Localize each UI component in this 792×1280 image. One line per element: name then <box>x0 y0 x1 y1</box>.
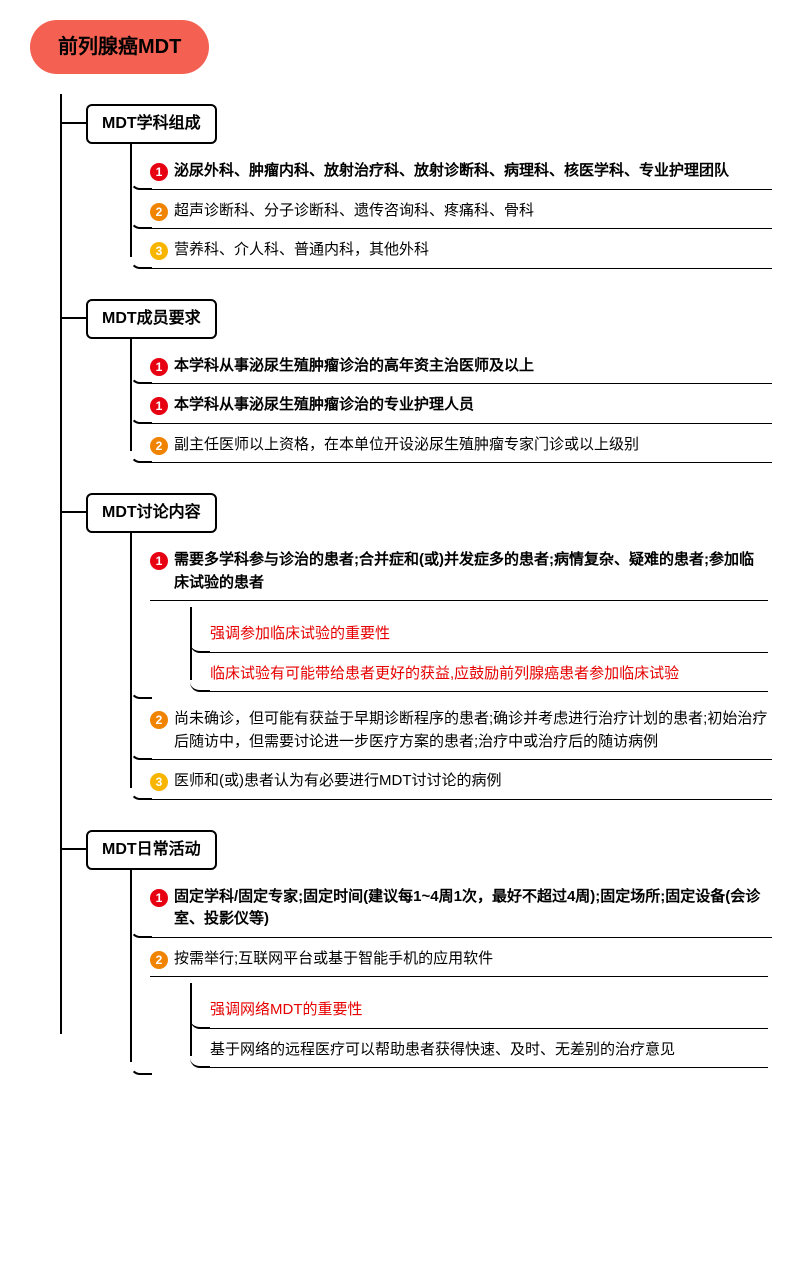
list-item: 2 按需举行;互联网平台或基于智能手机的应用软件 强调网络MDT的重要性 基于网… <box>150 942 772 1075</box>
item-text: 需要多学科参与诊治的患者;合并症和(或)并发症多的患者;病情复杂、疑难的患者;参… <box>174 549 768 594</box>
list-item: 1 本学科从事泌尿生殖肿瘤诊治的高年资主治医师及以上 <box>150 349 772 385</box>
sub-item: 临床试验有可能带给患者更好的获益,应鼓励前列腺癌患者参加临床试验 <box>210 657 768 693</box>
badge-1: 1 <box>150 163 168 181</box>
subtree: 1 泌尿外科、肿瘤内科、放射治疗科、放射诊断科、病理科、核医学科、专业护理团队 … <box>130 154 772 269</box>
item-text: 副主任医师以上资格，在本单位开设泌尿生殖肿瘤专家门诊或以上级别 <box>174 434 768 457</box>
item-text: 泌尿外科、肿瘤内科、放射治疗科、放射诊断科、病理科、核医学科、专业护理团队 <box>174 160 768 183</box>
branch-activities: MDT日常活动 1 固定学科/固定专家;固定时间(建议每1~4周1次，最好不超过… <box>80 830 772 1075</box>
sub-item: 基于网络的远程医疗可以帮助患者获得快速、及时、无差别的治疗意见 <box>210 1033 768 1069</box>
sub-item-text: 强调参加临床试验的重要性 <box>210 625 390 642</box>
badge-3: 3 <box>150 773 168 791</box>
item-text: 本学科从事泌尿生殖肿瘤诊治的专业护理人员 <box>174 394 768 417</box>
branch-discussion: MDT讨论内容 1 需要多学科参与诊治的患者;合并症和(或)并发症多的患者;病情… <box>80 493 772 800</box>
sub-item-text: 基于网络的远程医疗可以帮助患者获得快速、及时、无差别的治疗意见 <box>210 1041 675 1058</box>
item-text: 固定学科/固定专家;固定时间(建议每1~4周1次，最好不超过4周);固定场所;固… <box>174 886 768 931</box>
root-node: 前列腺癌MDT <box>30 20 209 74</box>
badge-3: 3 <box>150 242 168 260</box>
list-item: 2 副主任医师以上资格，在本单位开设泌尿生殖肿瘤专家门诊或以上级别 <box>150 428 772 464</box>
badge-2: 2 <box>150 951 168 969</box>
subtree: 1 固定学科/固定专家;固定时间(建议每1~4周1次，最好不超过4周);固定场所… <box>130 880 772 1075</box>
badge-1: 1 <box>150 889 168 907</box>
sub-item: 强调网络MDT的重要性 <box>210 993 768 1029</box>
sub-item-text: 临床试验有可能带给患者更好的获益,应鼓励前列腺癌患者参加临床试验 <box>210 665 679 682</box>
badge-1: 1 <box>150 358 168 376</box>
branch-title: MDT日常活动 <box>86 830 217 870</box>
badge-2: 2 <box>150 437 168 455</box>
badge-2: 2 <box>150 711 168 729</box>
badge-1: 1 <box>150 552 168 570</box>
list-item: 1 泌尿外科、肿瘤内科、放射治疗科、放射诊断科、病理科、核医学科、专业护理团队 <box>150 154 772 190</box>
branch-members: MDT成员要求 1 本学科从事泌尿生殖肿瘤诊治的高年资主治医师及以上 1 本学科… <box>80 299 772 464</box>
tree: MDT学科组成 1 泌尿外科、肿瘤内科、放射治疗科、放射诊断科、病理科、核医学科… <box>60 104 772 1074</box>
subtree: 1 本学科从事泌尿生殖肿瘤诊治的高年资主治医师及以上 1 本学科从事泌尿生殖肿瘤… <box>130 349 772 464</box>
sub-subtree: 强调网络MDT的重要性 基于网络的远程医疗可以帮助患者获得快速、及时、无差别的治… <box>190 989 768 1068</box>
branch-composition: MDT学科组成 1 泌尿外科、肿瘤内科、放射治疗科、放射诊断科、病理科、核医学科… <box>80 104 772 269</box>
sub-subtree: 强调参加临床试验的重要性 临床试验有可能带给患者更好的获益,应鼓励前列腺癌患者参… <box>190 613 768 692</box>
subtree: 1 需要多学科参与诊治的患者;合并症和(或)并发症多的患者;病情复杂、疑难的患者… <box>130 543 772 800</box>
branch-title: MDT学科组成 <box>86 104 217 144</box>
item-text: 医师和(或)患者认为有必要进行MDT讨讨论的病例 <box>174 770 768 793</box>
item-text: 按需举行;互联网平台或基于智能手机的应用软件 <box>174 948 768 971</box>
sub-item-text: 强调网络MDT的重要性 <box>210 1001 363 1018</box>
list-item: 1 本学科从事泌尿生殖肿瘤诊治的专业护理人员 <box>150 388 772 424</box>
branch-title: MDT讨论内容 <box>86 493 217 533</box>
item-text: 营养科、介人科、普通内科，其他外科 <box>174 239 768 262</box>
branch-title: MDT成员要求 <box>86 299 217 339</box>
list-item: 2 尚未确诊，但可能有获益于早期诊断程序的患者;确诊并考虑进行治疗计划的患者;初… <box>150 702 772 760</box>
badge-1: 1 <box>150 397 168 415</box>
list-item: 1 固定学科/固定专家;固定时间(建议每1~4周1次，最好不超过4周);固定场所… <box>150 880 772 938</box>
sub-item: 强调参加临床试验的重要性 <box>210 617 768 653</box>
item-text: 本学科从事泌尿生殖肿瘤诊治的高年资主治医师及以上 <box>174 355 768 378</box>
list-item: 3 营养科、介人科、普通内科，其他外科 <box>150 233 772 269</box>
item-text: 尚未确诊，但可能有获益于早期诊断程序的患者;确诊并考虑进行治疗计划的患者;初始治… <box>174 708 768 753</box>
list-item: 3 医师和(或)患者认为有必要进行MDT讨讨论的病例 <box>150 764 772 800</box>
badge-2: 2 <box>150 203 168 221</box>
item-text: 超声诊断科、分子诊断科、遗传咨询科、疼痛科、骨科 <box>174 200 768 223</box>
list-item: 2 超声诊断科、分子诊断科、遗传咨询科、疼痛科、骨科 <box>150 194 772 230</box>
list-item: 1 需要多学科参与诊治的患者;合并症和(或)并发症多的患者;病情复杂、疑难的患者… <box>150 543 772 698</box>
